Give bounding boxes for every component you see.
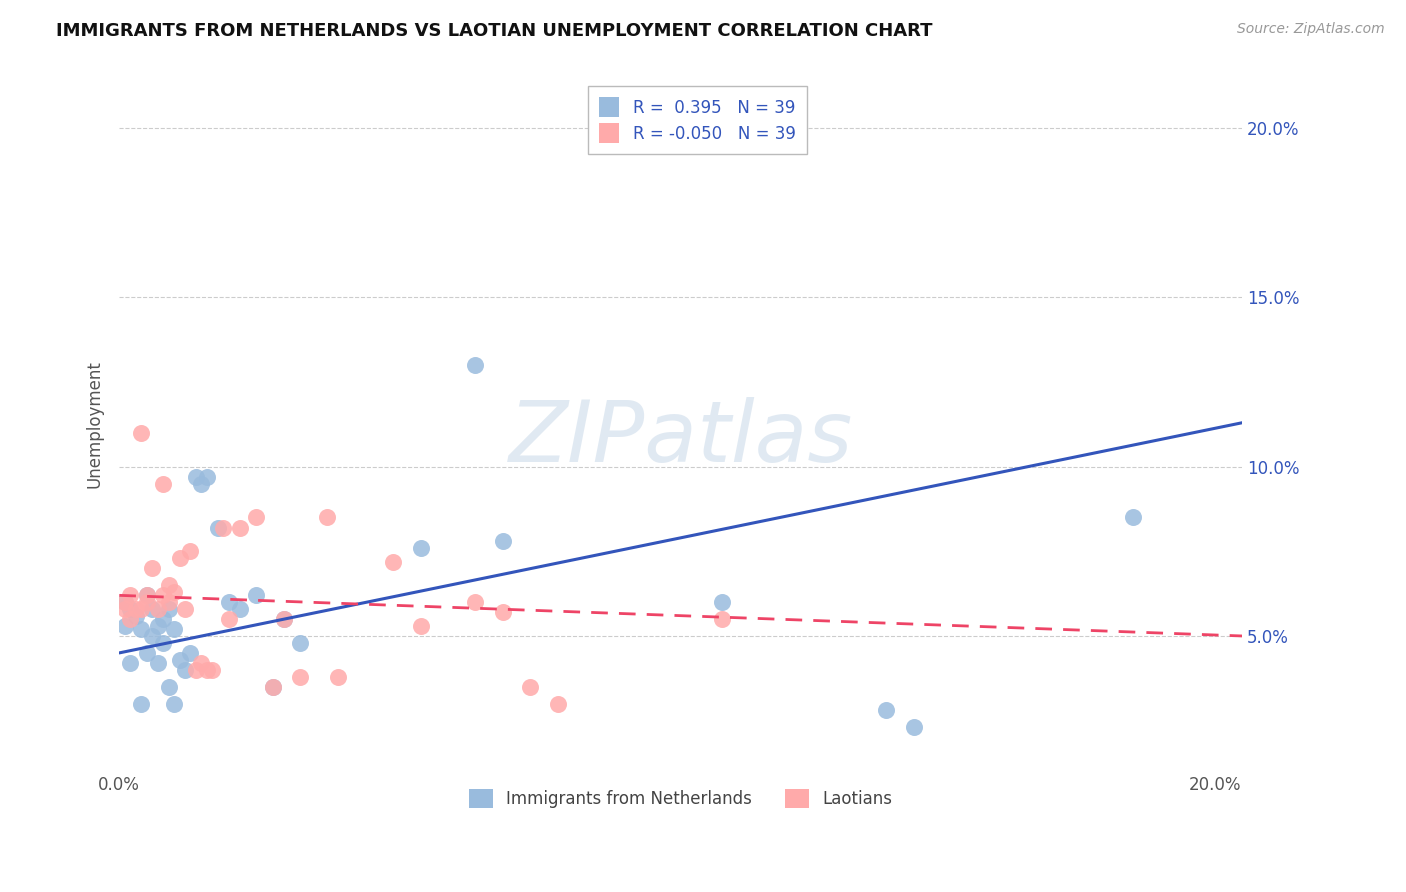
Point — [273, 612, 295, 626]
Point — [141, 561, 163, 575]
Point — [129, 425, 152, 440]
Point — [129, 602, 152, 616]
Point — [229, 602, 252, 616]
Point — [157, 602, 180, 616]
Point — [492, 534, 515, 549]
Text: Source: ZipAtlas.com: Source: ZipAtlas.com — [1237, 22, 1385, 37]
Point — [288, 636, 311, 650]
Point — [120, 588, 142, 602]
Point — [163, 585, 186, 599]
Point — [179, 544, 201, 558]
Point — [409, 541, 432, 555]
Point — [262, 680, 284, 694]
Point — [190, 476, 212, 491]
Point — [152, 636, 174, 650]
Point — [184, 663, 207, 677]
Point — [163, 622, 186, 636]
Point — [229, 521, 252, 535]
Point — [174, 663, 197, 677]
Point — [492, 605, 515, 619]
Point — [163, 697, 186, 711]
Point — [135, 646, 157, 660]
Point — [1122, 510, 1144, 524]
Point — [141, 602, 163, 616]
Point — [125, 602, 148, 616]
Point — [195, 470, 218, 484]
Point — [245, 588, 267, 602]
Point — [245, 510, 267, 524]
Point — [207, 521, 229, 535]
Point — [114, 595, 136, 609]
Point — [146, 619, 169, 633]
Point — [316, 510, 339, 524]
Point — [157, 680, 180, 694]
Point — [212, 521, 235, 535]
Point — [157, 578, 180, 592]
Point — [273, 612, 295, 626]
Point — [152, 612, 174, 626]
Point — [464, 358, 486, 372]
Point — [201, 663, 224, 677]
Point — [174, 602, 197, 616]
Point — [409, 619, 432, 633]
Point — [146, 656, 169, 670]
Legend: Immigrants from Netherlands, Laotians: Immigrants from Netherlands, Laotians — [463, 782, 898, 815]
Point — [157, 595, 180, 609]
Point — [135, 588, 157, 602]
Point — [464, 595, 486, 609]
Point — [169, 653, 191, 667]
Point — [114, 602, 136, 616]
Point — [547, 697, 569, 711]
Point — [184, 470, 207, 484]
Point — [875, 703, 897, 717]
Point — [129, 697, 152, 711]
Point — [114, 619, 136, 633]
Point — [328, 670, 350, 684]
Point — [710, 595, 733, 609]
Point — [288, 670, 311, 684]
Point — [190, 656, 212, 670]
Point — [146, 602, 169, 616]
Point — [519, 680, 541, 694]
Point — [382, 554, 405, 568]
Point — [120, 602, 142, 616]
Point — [120, 612, 142, 626]
Point — [141, 629, 163, 643]
Y-axis label: Unemployment: Unemployment — [86, 360, 103, 488]
Point — [169, 551, 191, 566]
Point — [195, 663, 218, 677]
Point — [135, 595, 157, 609]
Point — [152, 476, 174, 491]
Point — [125, 608, 148, 623]
Point — [218, 612, 240, 626]
Point — [129, 622, 152, 636]
Point — [179, 646, 201, 660]
Point — [218, 595, 240, 609]
Text: ZIPatlas: ZIPatlas — [509, 397, 853, 480]
Text: IMMIGRANTS FROM NETHERLANDS VS LAOTIAN UNEMPLOYMENT CORRELATION CHART: IMMIGRANTS FROM NETHERLANDS VS LAOTIAN U… — [56, 22, 932, 40]
Point — [120, 656, 142, 670]
Point — [903, 720, 925, 734]
Point — [152, 588, 174, 602]
Point — [710, 612, 733, 626]
Point — [135, 588, 157, 602]
Point — [262, 680, 284, 694]
Point — [114, 595, 136, 609]
